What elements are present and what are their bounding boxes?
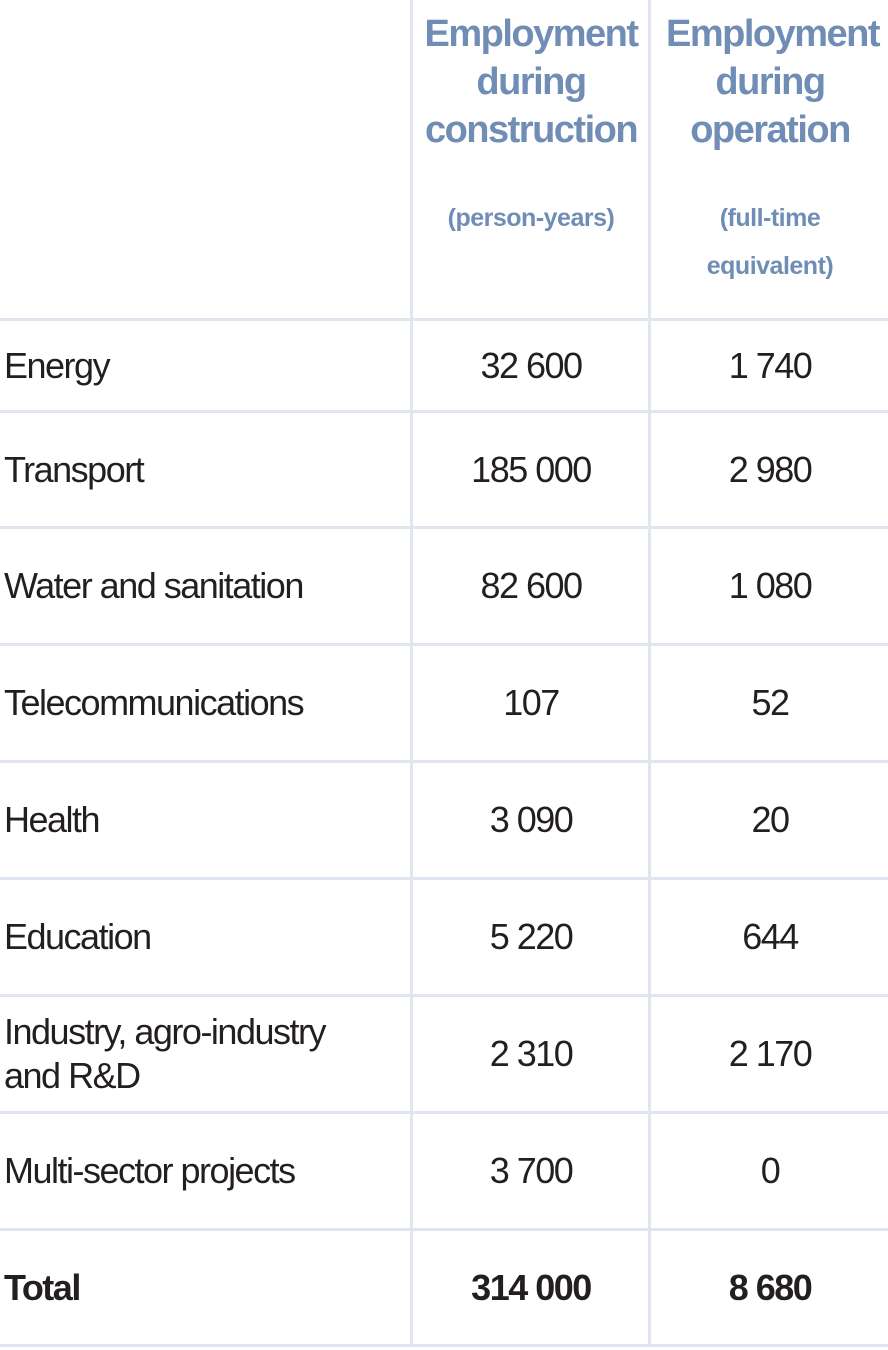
construction-value: 32 600 <box>480 344 583 386</box>
row-divider <box>0 410 888 413</box>
header-operation-unit: (full-time equivalent) <box>706 204 834 280</box>
total-operation-value: 8 680 <box>728 1266 813 1308</box>
operation-value: 2 170 <box>728 1033 813 1074</box>
row-divider <box>0 994 888 997</box>
row-label: Transport <box>4 448 145 490</box>
header-operation-title: Employment during operation <box>666 13 881 151</box>
column-divider-1 <box>410 0 413 1346</box>
total-row: Total 314 000 8 680 <box>0 1231 888 1344</box>
construction-value: 82 600 <box>480 565 583 606</box>
table-row: Multi-sector projects 3 700 0 <box>0 1114 888 1228</box>
table-row: Industry, agro-industry and R&D 2 310 2 … <box>0 997 888 1111</box>
row-divider <box>0 1344 888 1347</box>
column-divider-2 <box>648 0 651 1346</box>
row-divider <box>0 1111 888 1114</box>
table-row: Energy 32 600 1 740 <box>0 321 888 410</box>
row-divider <box>0 318 888 321</box>
construction-value: 107 <box>503 682 560 723</box>
total-label: Total <box>4 1266 81 1308</box>
construction-value: 185 000 <box>471 448 592 490</box>
row-divider <box>0 877 888 880</box>
table-row: Education 5 220 644 <box>0 880 888 994</box>
row-label: Energy <box>4 344 111 386</box>
operation-value: 52 <box>751 682 790 723</box>
construction-value: 3 700 <box>489 1150 574 1191</box>
row-label: Water and sanitation <box>4 565 304 606</box>
operation-value: 1 080 <box>728 565 813 606</box>
row-label: Industry, agro-industry and R&D <box>4 1011 326 1096</box>
header-construction: Employment during construction (person-y… <box>414 0 648 318</box>
operation-value: 0 <box>760 1150 781 1191</box>
table-row: Transport 185 000 2 980 <box>0 413 888 526</box>
row-label: Multi-sector projects <box>4 1150 296 1191</box>
row-divider <box>0 643 888 646</box>
row-label: Education <box>4 916 152 957</box>
construction-value: 3 090 <box>489 799 574 840</box>
total-construction-value: 314 000 <box>471 1266 592 1308</box>
row-label: Health <box>4 799 101 840</box>
header-construction-unit: (person-years) <box>447 204 615 232</box>
construction-value: 2 310 <box>489 1033 574 1074</box>
table-row: Health 3 090 20 <box>0 763 888 877</box>
header-construction-title: Employment during construction <box>424 13 639 151</box>
construction-value: 5 220 <box>489 916 574 957</box>
operation-value: 20 <box>751 799 790 840</box>
operation-value: 2 980 <box>728 448 813 490</box>
row-divider <box>0 760 888 763</box>
table-row: Water and sanitation 82 600 1 080 <box>0 529 888 643</box>
operation-value: 644 <box>742 916 799 957</box>
row-divider <box>0 526 888 529</box>
header-operation: Employment during operation (full-time e… <box>652 0 888 318</box>
operation-value: 1 740 <box>728 344 813 386</box>
table-row: Telecommunications 107 52 <box>0 646 888 760</box>
row-divider <box>0 1228 888 1231</box>
row-label: Telecommunications <box>4 682 305 723</box>
